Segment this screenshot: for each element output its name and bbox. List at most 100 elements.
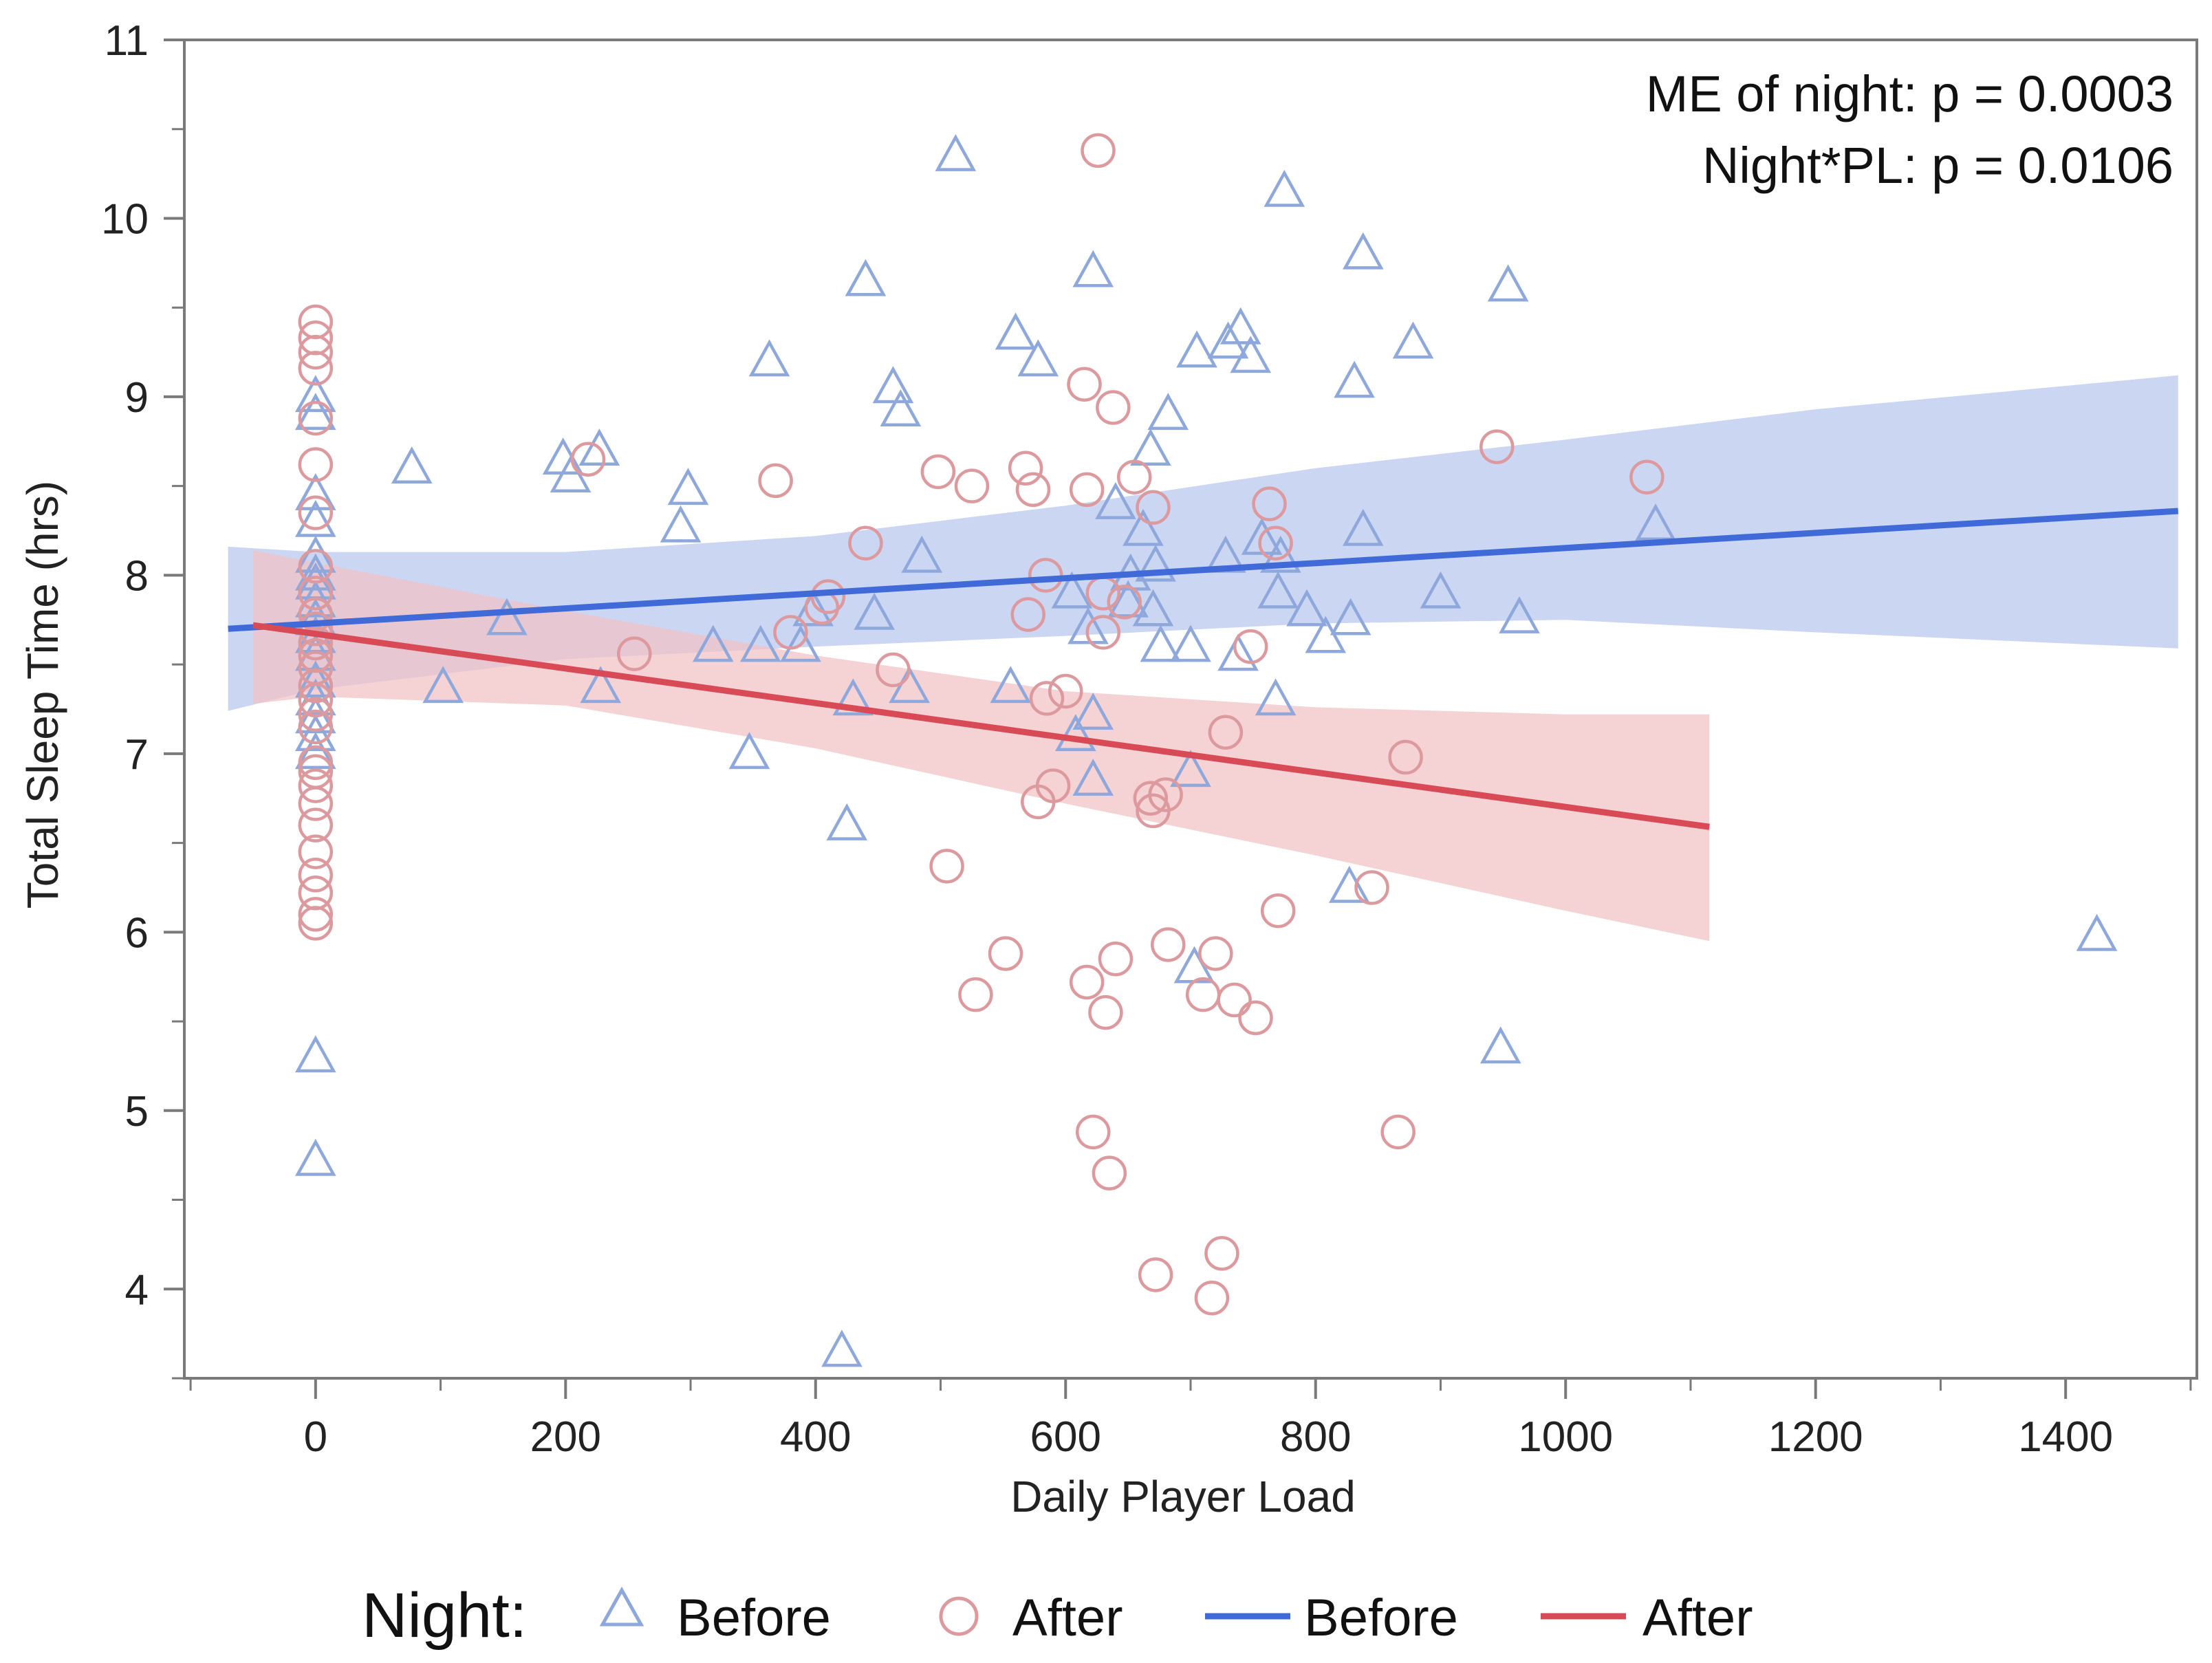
point-before <box>1230 336 1272 373</box>
legend-title: Night: <box>362 1580 527 1651</box>
legend-circle-marker <box>939 1596 979 1636</box>
point-after <box>1148 777 1183 812</box>
data-points <box>295 133 2118 1367</box>
point-before <box>1420 571 1462 609</box>
point-before <box>667 468 709 506</box>
point-before <box>1072 759 1114 796</box>
point-before <box>692 624 734 662</box>
point-after <box>920 454 956 490</box>
point-before <box>295 499 336 537</box>
point-after <box>1010 597 1045 632</box>
point-before <box>1135 544 1176 582</box>
point-before <box>1342 508 1384 546</box>
point-before <box>1635 503 1676 541</box>
point-before <box>660 505 702 543</box>
y-tick-label-6: 6 <box>125 909 149 957</box>
point-before <box>1499 596 1540 633</box>
point-after <box>1085 615 1121 650</box>
point-after <box>1075 1114 1111 1150</box>
point-before <box>550 455 592 492</box>
annotation-interaction: Night*PL: p = 0.0106 <box>1702 137 2173 194</box>
legend-label-after-line: After <box>1642 1589 1753 1647</box>
point-after <box>298 858 334 893</box>
point-before <box>826 803 868 840</box>
y-tick-label-11: 11 <box>105 17 149 65</box>
confidence-band-after <box>252 550 1710 942</box>
point-after <box>1069 964 1105 1000</box>
x-tick-label-1400: 1400 <box>2018 1413 2113 1461</box>
point-after <box>848 525 883 561</box>
x-tick-label-1200: 1200 <box>1768 1413 1863 1461</box>
point-after <box>1029 681 1065 716</box>
point-before <box>1051 571 1093 609</box>
point-after <box>1252 486 1287 521</box>
point-after <box>298 400 334 436</box>
legend-label-after-marker: After <box>1012 1589 1123 1647</box>
point-before <box>1072 250 1114 287</box>
point-before <box>1342 232 1384 270</box>
x-tick-label-600: 600 <box>1030 1413 1101 1461</box>
fit-line-before <box>228 508 2179 632</box>
point-after <box>1194 1280 1230 1316</box>
point-before <box>1217 633 1259 671</box>
point-before <box>1054 714 1096 752</box>
y-tick-label-8: 8 <box>125 552 149 600</box>
point-before <box>780 624 821 662</box>
point-after <box>1092 1155 1127 1191</box>
point-before <box>1207 321 1249 359</box>
point-after <box>298 597 334 632</box>
point-after <box>1380 1114 1416 1150</box>
point-after <box>298 786 334 821</box>
point-before <box>1132 589 1174 627</box>
point-after <box>876 652 911 688</box>
x-axis-title: Daily Player Load <box>1010 1472 1356 1521</box>
y-tick-label-9: 9 <box>125 374 149 422</box>
y-tick-label-4: 4 <box>125 1266 149 1314</box>
point-before <box>295 714 336 752</box>
point-after <box>1015 472 1051 508</box>
point-after <box>1081 133 1116 169</box>
point-before <box>1067 607 1109 644</box>
point-after <box>958 977 993 1012</box>
legend-triangle-marker <box>599 1586 644 1627</box>
point-after <box>810 579 846 614</box>
point-after <box>1096 390 1131 425</box>
point-before <box>1328 865 1370 903</box>
point-before <box>295 1138 336 1176</box>
x-tick-label-1000: 1000 <box>1518 1413 1613 1461</box>
point-after <box>1479 429 1515 464</box>
point-after <box>758 463 793 499</box>
point-before <box>1392 321 1434 359</box>
point-before <box>1017 339 1059 377</box>
y-tick-label-7: 7 <box>125 731 149 779</box>
point-after <box>298 669 334 704</box>
point-before <box>1170 750 1211 787</box>
point-before <box>295 472 336 510</box>
point-before <box>1260 535 1301 573</box>
x-tick-label-200: 200 <box>530 1413 601 1461</box>
y-tick-label-5: 5 <box>125 1088 149 1135</box>
point-after <box>298 768 334 803</box>
point-before <box>1479 1026 1521 1064</box>
point-after <box>1133 781 1169 816</box>
point-after <box>298 549 334 584</box>
point-before <box>832 678 874 716</box>
point-before <box>880 389 922 426</box>
confidence-bands <box>228 375 2178 942</box>
point-before <box>295 393 336 431</box>
point-after <box>1098 942 1134 977</box>
x-tick-label-0: 0 <box>304 1413 327 1461</box>
point-before <box>580 666 622 704</box>
point-after <box>298 897 334 932</box>
x-tick-label-400: 400 <box>780 1413 851 1461</box>
point-before <box>578 428 620 466</box>
legend-label-before-marker: Before <box>677 1589 831 1647</box>
point-after <box>298 834 334 869</box>
y-tick-label-10: 10 <box>101 195 149 243</box>
point-before <box>1264 169 1305 207</box>
point-before <box>1330 598 1371 635</box>
point-after <box>298 682 334 718</box>
point-before <box>1176 330 1217 368</box>
point-before <box>2076 913 2118 951</box>
